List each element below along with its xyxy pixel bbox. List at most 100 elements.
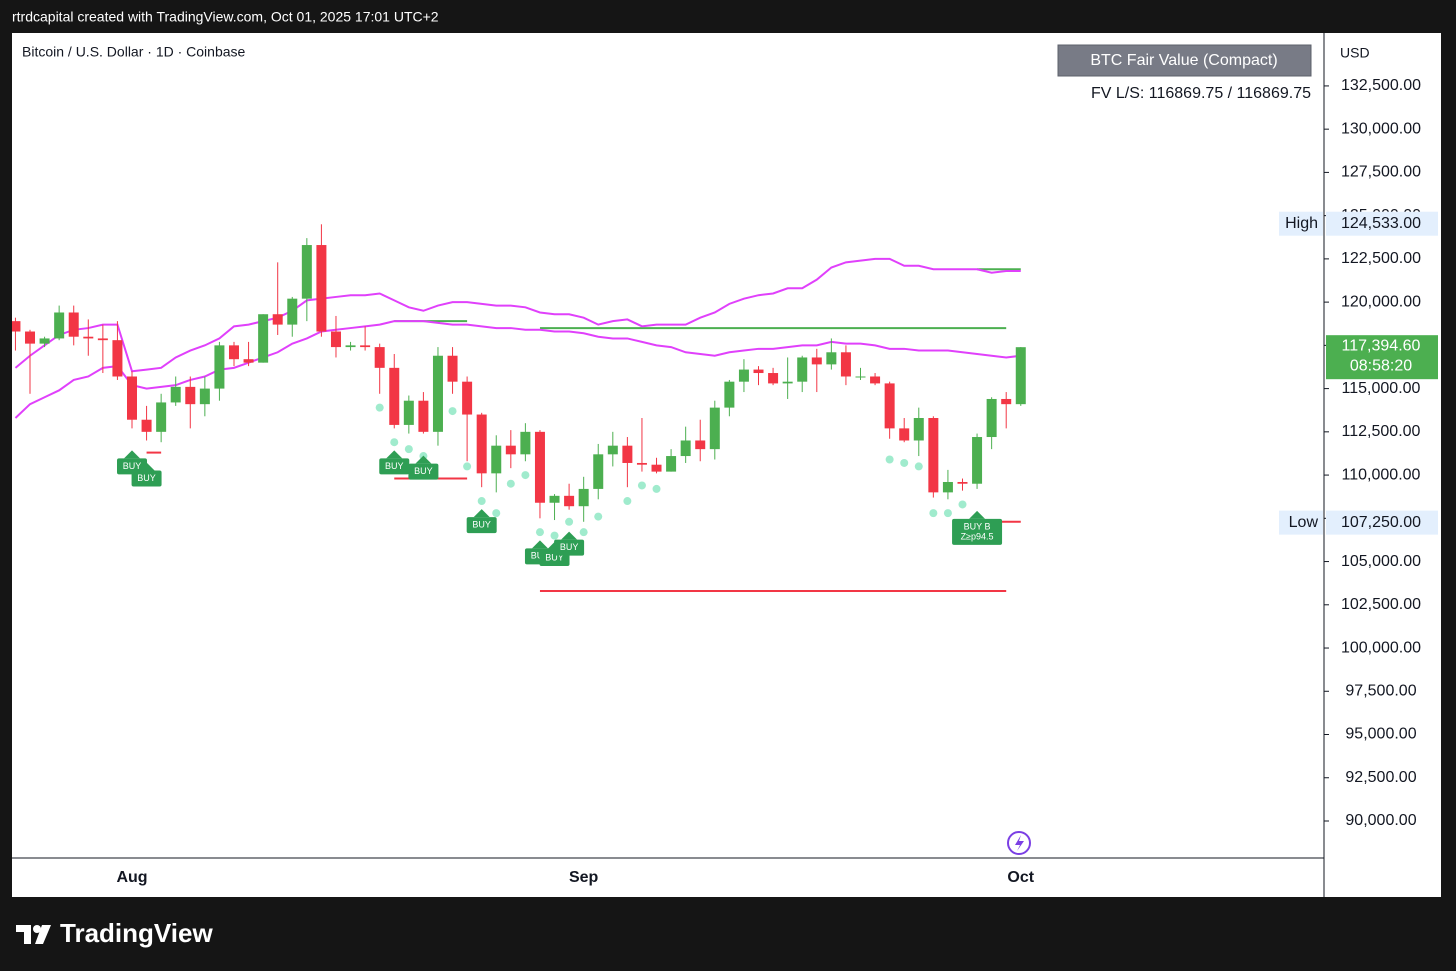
buy-signal: BUY <box>554 531 585 556</box>
y-tick-label: 127,500.00 <box>1341 164 1421 181</box>
candle-body <box>549 495 560 503</box>
candle-body <box>185 386 196 405</box>
candle-body <box>491 445 502 474</box>
candle-body <box>564 495 575 507</box>
candle-body <box>316 245 327 332</box>
signal-dot <box>477 497 486 506</box>
plot: BUYBUYBUYBUYBUYBUYBUYBUYBUY BZ≥p94.5 <box>12 224 1026 592</box>
buy-signal: BUY BZ≥p94.5 <box>952 510 1003 545</box>
buy-arrow <box>561 531 578 540</box>
candle-body <box>753 369 764 374</box>
indicator-title: BTC Fair Value (Compact) <box>1090 52 1277 69</box>
candle-body <box>301 245 312 299</box>
signal-dot <box>594 512 603 521</box>
candle-body <box>928 418 939 493</box>
last-price: 117,394.60 <box>1342 337 1421 354</box>
buy-badge <box>408 463 439 480</box>
candle-body <box>811 357 822 365</box>
candle-body <box>738 369 749 382</box>
candle-body <box>330 331 341 348</box>
candle-body <box>156 402 167 432</box>
countdown: 08:58:20 <box>1350 357 1412 374</box>
signal-dot <box>448 407 457 416</box>
y-tick-label: 102,500.00 <box>1341 596 1421 613</box>
signal-dot <box>506 479 515 488</box>
signal-dot <box>521 471 530 480</box>
marker-name-box <box>1279 211 1323 236</box>
signal-dot <box>463 462 472 471</box>
buy-label: Z≥p94.5 <box>961 531 994 541</box>
candle-body <box>651 464 662 472</box>
y-tick-label: 110,000.00 <box>1342 466 1421 483</box>
y-tick-label: 95,000.00 <box>1345 726 1416 743</box>
candle-body <box>884 383 895 429</box>
buy-label: BUY <box>385 461 404 471</box>
signal-dot <box>565 517 574 526</box>
currency: USD <box>1340 45 1370 61</box>
band-line <box>14 257 1021 373</box>
candle-body <box>462 381 473 415</box>
candle-body <box>870 376 881 384</box>
candle-body <box>1015 347 1026 405</box>
buy-signal: BUY <box>408 455 439 480</box>
candle-body <box>68 312 79 337</box>
candle-body <box>534 431 545 503</box>
buy-label: BUY <box>414 466 433 476</box>
marker-name-box <box>1279 510 1323 535</box>
signal-dot <box>885 455 894 464</box>
buy-label: BUY B <box>964 521 991 531</box>
buy-badge <box>554 539 585 556</box>
candle-body <box>272 314 283 325</box>
indicator-box <box>1057 44 1312 77</box>
candle-body <box>899 428 910 441</box>
signal-dot <box>652 484 661 493</box>
candle-body <box>1001 398 1012 405</box>
candle-body <box>680 440 691 457</box>
candle-body <box>666 456 677 472</box>
signal-dot <box>943 509 952 518</box>
candle-body <box>214 345 225 389</box>
signal-dot <box>390 438 399 447</box>
candle-body <box>957 481 968 484</box>
candle-body <box>127 376 137 420</box>
y-tick-label: 130,000.00 <box>1341 120 1421 137</box>
x-tick-label: Sep <box>569 869 599 886</box>
buy-label: BUY <box>545 552 564 562</box>
buy-arrow <box>473 509 490 518</box>
candle-body <box>228 345 239 360</box>
candle-body <box>360 345 371 348</box>
candle-body <box>622 445 633 463</box>
marker-value: 107,250.00 <box>1341 514 1421 531</box>
marker-name: Low <box>1289 514 1319 531</box>
signal-dot <box>623 497 632 506</box>
marker-value: 124,533.00 <box>1341 215 1421 232</box>
buy-label: BUY <box>560 542 579 552</box>
candle-body <box>432 355 443 432</box>
y-tick-label: 92,500.00 <box>1345 769 1416 786</box>
candle-body <box>476 414 487 474</box>
buy-arrow <box>138 462 155 471</box>
signal-dot <box>637 481 646 490</box>
candle-body <box>39 338 50 344</box>
buy-arrow <box>415 455 432 464</box>
candle-body <box>447 355 458 382</box>
candle-body <box>782 381 793 384</box>
candle-body <box>709 407 720 450</box>
x-tick-label: Aug <box>116 869 147 886</box>
logo-icon <box>1007 831 1031 855</box>
buy-arrow <box>531 540 548 549</box>
y-tick-label: 115,000.00 <box>1342 380 1421 397</box>
signal-dot <box>404 445 413 454</box>
brand-logo <box>16 925 51 944</box>
candle-body <box>913 418 924 441</box>
candle-body <box>258 314 269 363</box>
candle-body <box>141 419 152 432</box>
candle-body <box>12 321 21 332</box>
y-tick-label: 100,000.00 <box>1341 639 1421 656</box>
buy-badge <box>131 470 162 487</box>
candle-body <box>374 347 385 368</box>
signal-dot <box>492 509 501 518</box>
buy-signal: BUY <box>379 450 410 475</box>
